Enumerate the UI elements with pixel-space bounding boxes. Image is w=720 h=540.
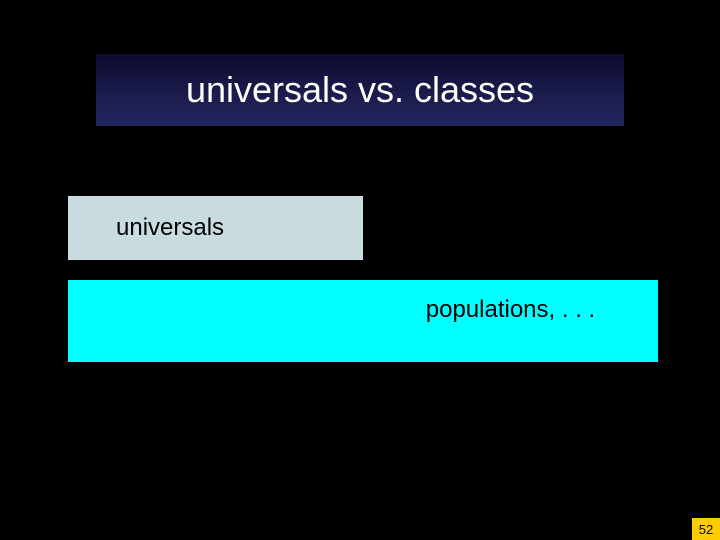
cell-universals-label: universals	[116, 214, 224, 242]
cell-row2-left	[68, 280, 363, 362]
table-row-2: populations, . . .	[68, 280, 658, 362]
cell-universals: universals	[68, 196, 363, 260]
cell-row1-right	[363, 196, 658, 260]
cell-populations-label: populations, . . .	[426, 296, 595, 324]
slide-title: universals vs. classes	[186, 69, 534, 111]
title-container: universals vs. classes	[96, 54, 624, 126]
page-number-badge: 52	[692, 518, 720, 540]
table-row-1: universals	[68, 196, 658, 260]
page-number-text: 52	[699, 522, 713, 537]
cell-populations: populations, . . .	[363, 280, 658, 362]
